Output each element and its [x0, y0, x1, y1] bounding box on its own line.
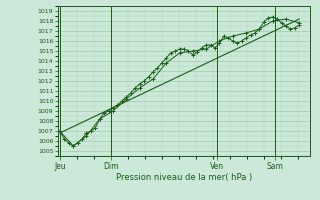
X-axis label: Pression niveau de la mer( hPa ): Pression niveau de la mer( hPa ) [116, 173, 252, 182]
